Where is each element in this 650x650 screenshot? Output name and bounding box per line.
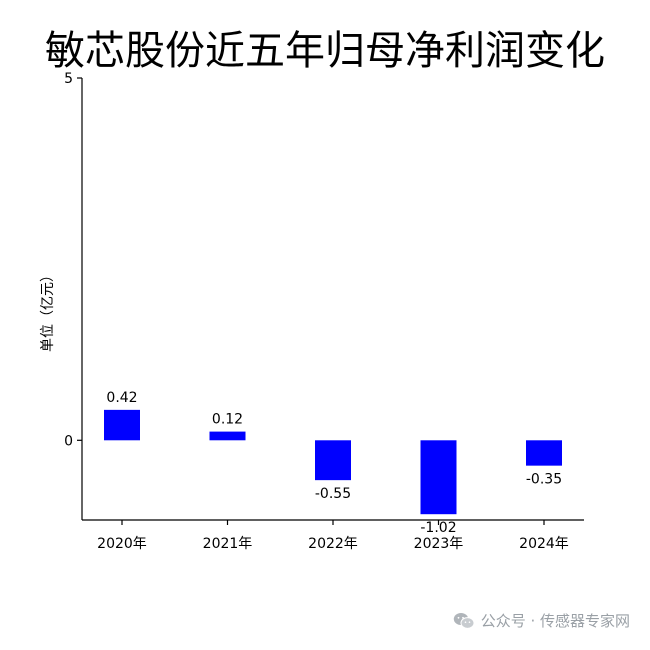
bar [315,440,351,481]
bar [209,431,246,441]
y-tick-label: 5 [64,71,73,87]
y-tick-label: 0 [64,433,73,449]
bar-value-label: -0.55 [315,486,351,502]
x-tick-label: 2023年 [414,536,464,552]
bar [420,440,457,515]
x-tick-label: 2024年 [519,536,569,552]
bar-value-label: 0.12 [212,412,243,428]
x-tick-label: 2022年 [308,536,358,552]
bar-value-labels: 0.42 0.12 -0.55 -1.02 -0.35 [106,390,562,536]
bar-value-label: -1.02 [420,520,456,536]
chart-title: 敏芯股份近五年归母净利润变化 [45,28,605,74]
y-ticks: 05 [64,71,82,449]
x-tick-label: 2021年 [203,536,253,552]
y-axis-label: 单位（亿元） [40,268,56,352]
bars [104,409,562,515]
bar-value-label: -0.35 [526,472,562,488]
watermark: 公众号 · 传感器专家网 [453,610,630,631]
x-ticks: 2020年 2021年 2022年 2023年 2024年 [97,520,569,552]
wechat-icon [453,612,475,629]
bar [526,440,562,466]
bar-value-label: 0.42 [106,390,137,406]
watermark-text: 公众号 · 传感器专家网 [480,612,630,630]
x-tick-label: 2020年 [97,536,147,552]
bar [104,409,140,441]
